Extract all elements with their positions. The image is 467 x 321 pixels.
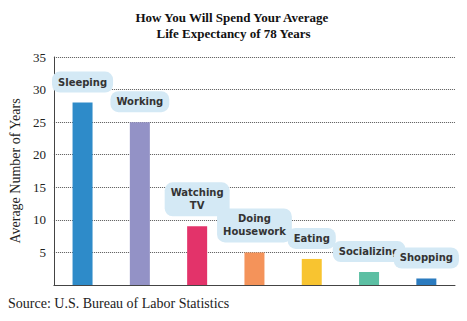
- svg-text:Housework: Housework: [223, 226, 286, 237]
- svg-text:Working: Working: [116, 96, 163, 107]
- svg-text:Eating: Eating: [294, 233, 330, 244]
- svg-text:15: 15: [33, 180, 46, 195]
- svg-text:25: 25: [33, 115, 46, 130]
- svg-text:Sleeping: Sleeping: [58, 77, 107, 88]
- svg-text:20: 20: [33, 147, 46, 162]
- svg-text:TV: TV: [190, 200, 205, 211]
- svg-text:Life Expectancy of 78 Years: Life Expectancy of 78 Years: [156, 26, 310, 41]
- svg-text:Average Number of Years: Average Number of Years: [8, 98, 23, 243]
- svg-text:10: 10: [33, 212, 46, 227]
- svg-text:30: 30: [33, 82, 46, 97]
- svg-text:Socializing: Socializing: [339, 246, 400, 257]
- svg-text:Watching: Watching: [171, 187, 224, 198]
- svg-text:Shopping: Shopping: [400, 252, 453, 263]
- svg-text:35: 35: [33, 50, 46, 65]
- svg-text:Source: U.S. Bureau of Labor S: Source: U.S. Bureau of Labor Statistics: [8, 296, 229, 311]
- svg-text:5: 5: [39, 245, 46, 260]
- svg-text:How You Will Spend Your Averag: How You Will Spend Your Average: [136, 10, 332, 25]
- svg-text:Doing: Doing: [238, 213, 271, 224]
